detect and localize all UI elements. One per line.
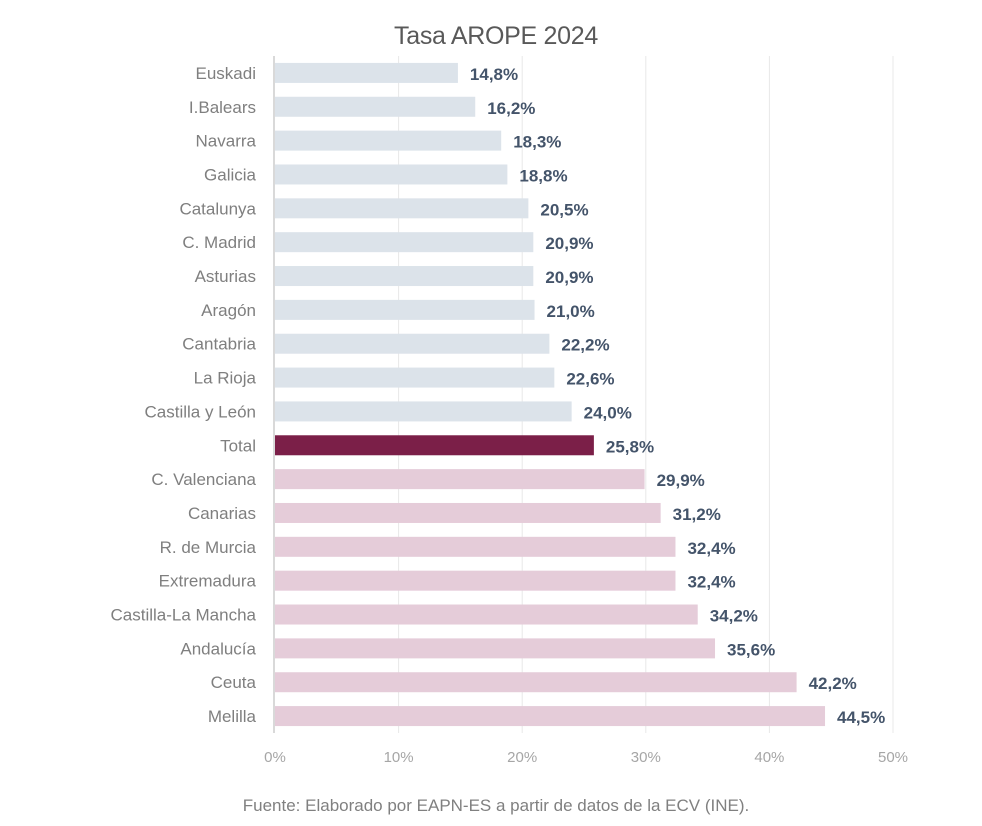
value-label: 18,8% [519, 166, 567, 185]
bar [275, 130, 502, 151]
bar [275, 333, 550, 354]
category-label: Cantabria [182, 335, 256, 354]
category-label: Catalunya [179, 199, 256, 218]
category-label: Asturias [195, 267, 256, 286]
value-label: 20,9% [545, 234, 593, 253]
value-label: 14,8% [470, 65, 518, 84]
category-label: Melilla [208, 707, 257, 726]
bar [275, 706, 826, 727]
category-label: I.Balears [189, 98, 256, 117]
value-label: 42,2% [809, 674, 857, 693]
bar [275, 164, 508, 185]
bars [275, 62, 826, 727]
category-label: La Rioja [194, 369, 257, 388]
value-label: 16,2% [487, 99, 535, 118]
value-label: 32,4% [687, 539, 735, 558]
bar [275, 570, 676, 591]
category-label: C. Valenciana [151, 470, 256, 489]
bar [275, 62, 458, 83]
gridlines [398, 56, 894, 733]
category-label: C. Madrid [182, 233, 256, 252]
category-label: Total [220, 436, 256, 455]
category-label: Castilla y León [144, 402, 256, 421]
bar [275, 604, 698, 625]
category-label: Galicia [204, 165, 257, 184]
x-tick-label: 30% [631, 749, 661, 766]
bar [275, 198, 529, 219]
bar [275, 96, 476, 117]
bar [275, 469, 645, 490]
value-label: 20,9% [545, 268, 593, 287]
bar [275, 502, 661, 523]
bar [275, 638, 716, 659]
x-tick-label: 50% [878, 749, 908, 766]
value-labels: 14,8% 16,2% 18,3% 18,8% 20,5% 20,9% 20,9% 21,0%… [470, 65, 885, 727]
category-label: Castilla-La Mancha [110, 606, 256, 625]
category-label: Extremadura [159, 572, 257, 591]
bar [275, 435, 594, 456]
category-label: Aragón [201, 301, 256, 320]
value-label: 29,9% [657, 471, 705, 490]
source-note: Fuente: Elaborado por EAPN-ES a partir d… [242, 796, 750, 815]
value-label: 20,5% [540, 200, 588, 219]
value-label: 34,2% [710, 607, 758, 626]
category-label: Navarra [196, 132, 257, 151]
x-axis-ticks: 0% 10% 20% 30% 40% 50% [264, 749, 908, 766]
bar [275, 266, 534, 287]
value-label: 24,0% [584, 403, 632, 422]
value-label: 31,2% [673, 505, 721, 524]
category-label: Euskadi [196, 64, 256, 83]
x-tick-label: 40% [754, 749, 784, 766]
category-label: R. de Murcia [160, 538, 257, 557]
chart-title: Tasa AROPE 2024 [394, 22, 598, 50]
category-label: Canarias [188, 504, 256, 523]
value-label: 44,5% [837, 708, 885, 727]
bar [275, 367, 555, 388]
value-label: 21,0% [547, 302, 595, 321]
value-label: 22,2% [561, 336, 609, 355]
value-label: 25,8% [606, 437, 654, 456]
bar [275, 672, 797, 693]
x-tick-label: 20% [507, 749, 537, 766]
value-label: 32,4% [687, 573, 735, 592]
value-label: 35,6% [727, 640, 775, 659]
value-label: 22,6% [566, 370, 614, 389]
x-tick-label: 10% [384, 749, 414, 766]
category-labels: Euskadi I.Balears Navarra Galicia Catalunya C… [110, 64, 256, 726]
category-label: Ceuta [211, 673, 257, 692]
bar [275, 232, 534, 253]
bar [275, 401, 572, 422]
value-label: 18,3% [513, 133, 561, 152]
category-label: Andalucía [180, 639, 256, 658]
bar [275, 299, 535, 320]
bar [275, 536, 676, 557]
x-tick-label: 0% [264, 749, 286, 766]
